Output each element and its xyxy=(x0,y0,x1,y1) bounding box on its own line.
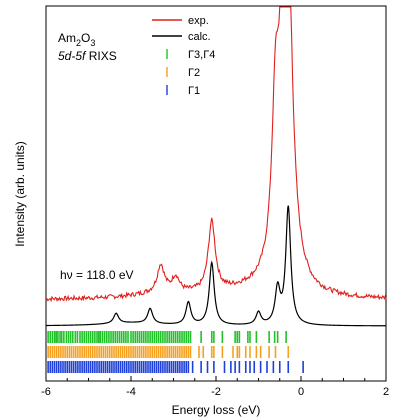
spectrum-lines xyxy=(45,6,387,327)
x-tick-label: -2 xyxy=(211,386,221,398)
exp-series-line xyxy=(45,6,387,303)
method-label: 5d-5f RIXS xyxy=(58,49,117,63)
x-axis-ticks: -6 -4 -2 0 2 xyxy=(41,376,389,398)
x-tick-label: -4 xyxy=(126,386,136,398)
y-axis-label: Intensity (arb. units) xyxy=(13,141,27,246)
legend-label: Γ3,Γ4 xyxy=(188,49,215,61)
stick-row xyxy=(47,361,304,373)
stick-spectra xyxy=(47,331,304,373)
stick-row xyxy=(47,331,287,343)
x-axis-label: Energy loss (eV) xyxy=(172,403,261,417)
calc-series-line xyxy=(46,205,386,327)
legend-label: calc. xyxy=(188,31,211,43)
x-tick-label: 2 xyxy=(383,386,389,398)
stick-row xyxy=(47,346,290,358)
photon-energy-label: hν = 118.0 eV xyxy=(60,268,134,282)
legend-label: Γ2 xyxy=(188,67,200,79)
compound-label: Am2O3 xyxy=(58,31,95,48)
x-tick-label: 0 xyxy=(298,386,304,398)
legend-label: exp. xyxy=(188,15,209,27)
x-tick-label: -6 xyxy=(41,386,51,398)
legend: exp. calc. Γ3,Γ4 Γ2 Γ1 xyxy=(152,15,215,97)
legend-label: Γ1 xyxy=(188,85,200,97)
